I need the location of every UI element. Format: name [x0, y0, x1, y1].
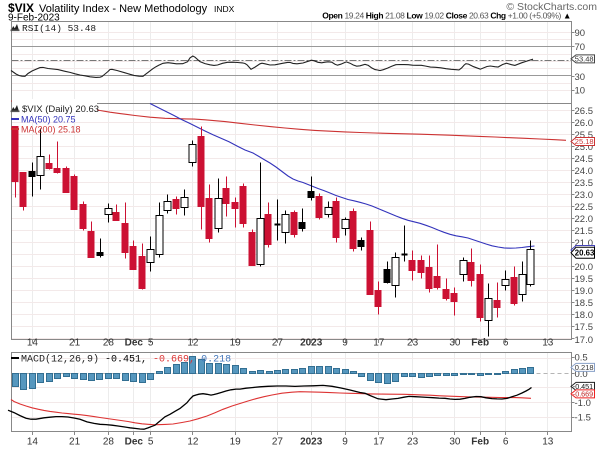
svg-text:26.0: 26.0	[575, 118, 594, 129]
svg-text:28: 28	[103, 437, 115, 448]
svg-text:23.0: 23.0	[575, 190, 594, 201]
svg-text:19.0: 19.0	[575, 286, 594, 297]
svg-text:-0.669: -0.669	[573, 390, 593, 399]
svg-text:$VIX: $VIX	[8, 1, 34, 15]
svg-text:22.5: 22.5	[575, 202, 594, 213]
svg-text:© StockCharts.com: © StockCharts.com	[506, 1, 597, 13]
svg-text:24.0: 24.0	[575, 166, 594, 177]
svg-text:28: 28	[103, 338, 115, 349]
svg-text:9-Feb-2023: 9-Feb-2023	[8, 13, 60, 24]
svg-text:19: 19	[230, 338, 242, 349]
svg-text:10: 10	[575, 86, 586, 97]
svg-text:30: 30	[575, 72, 586, 83]
svg-text:6: 6	[503, 437, 509, 448]
svg-text:90: 90	[575, 28, 586, 39]
svg-text:19.5: 19.5	[575, 274, 594, 285]
svg-text:Volatility Index - New Methodo: Volatility Index - New Methodology	[39, 3, 208, 15]
svg-text:$VIX (Daily) 20.63: $VIX (Daily) 20.63	[22, 104, 99, 115]
svg-text:0.5: 0.5	[575, 353, 588, 364]
svg-text:17: 17	[373, 437, 385, 448]
svg-text:25.0: 25.0	[575, 142, 594, 153]
svg-text:14: 14	[27, 338, 39, 349]
svg-text:23: 23	[407, 437, 419, 448]
svg-text:20.63: 20.63	[575, 249, 595, 258]
svg-text:18.5: 18.5	[575, 298, 594, 309]
svg-text:21: 21	[69, 338, 81, 349]
svg-text:Open 19.24 High 21.08 Low 19.0: Open 19.24 High 21.08 Low 19.02 Close 20…	[322, 11, 571, 21]
svg-text:27: 27	[272, 338, 284, 349]
svg-text:30: 30	[449, 437, 461, 448]
svg-text:Dec: Dec	[125, 338, 144, 349]
svg-text:5: 5	[148, 338, 154, 349]
svg-text:13: 13	[542, 338, 554, 349]
svg-text:Feb: Feb	[471, 437, 489, 448]
svg-text:25.18: 25.18	[575, 137, 594, 146]
svg-text:22.0: 22.0	[575, 214, 594, 225]
svg-text:25.5: 25.5	[575, 130, 594, 141]
svg-text:-1.0: -1.0	[575, 398, 591, 409]
svg-text:13: 13	[542, 437, 554, 448]
svg-text:Feb: Feb	[471, 338, 489, 349]
svg-text:5: 5	[148, 437, 154, 448]
svg-text:6: 6	[503, 338, 509, 349]
svg-text:9: 9	[342, 437, 348, 448]
svg-text:21.5: 21.5	[575, 226, 594, 237]
svg-text:INDX: INDX	[214, 4, 235, 14]
svg-text:17: 17	[373, 338, 385, 349]
svg-text:19: 19	[230, 437, 242, 448]
svg-text:-1.5: -1.5	[575, 412, 591, 423]
svg-text:14: 14	[27, 437, 39, 448]
svg-text:21.0: 21.0	[575, 238, 594, 249]
svg-text:20.0: 20.0	[575, 262, 594, 273]
svg-text:23.5: 23.5	[575, 178, 594, 189]
svg-text:2023: 2023	[300, 338, 323, 349]
svg-text:30: 30	[449, 338, 461, 349]
svg-text:12: 12	[187, 437, 199, 448]
svg-text:RSI(14) 53.48: RSI(14) 53.48	[22, 23, 96, 34]
svg-text:-0.451: -0.451	[573, 382, 593, 391]
svg-text:24.5: 24.5	[575, 154, 594, 165]
svg-text:70: 70	[575, 42, 586, 53]
svg-text:0.218: 0.218	[575, 363, 594, 372]
svg-text:17.5: 17.5	[575, 322, 594, 333]
svg-text:Dec: Dec	[125, 437, 144, 448]
svg-text:9: 9	[342, 338, 348, 349]
svg-text:21: 21	[69, 437, 81, 448]
svg-text:2023: 2023	[300, 437, 323, 448]
svg-text:23: 23	[407, 338, 419, 349]
svg-text:53.48: 53.48	[575, 55, 594, 64]
svg-text:26.5: 26.5	[575, 106, 594, 117]
svg-text:27: 27	[272, 437, 284, 448]
svg-text:0.0: 0.0	[575, 369, 588, 380]
svg-text:18.0: 18.0	[575, 310, 594, 321]
svg-text:MA(50) 20.75: MA(50) 20.75	[21, 115, 76, 125]
svg-text:17.0: 17.0	[575, 335, 594, 346]
svg-text:MA(200) 25.18: MA(200) 25.18	[21, 125, 81, 135]
svg-text:12: 12	[187, 338, 199, 349]
svg-text:MACD(12,26,9) -0.451, -0.669,: MACD(12,26,9) -0.451, -0.669, 0.218	[21, 354, 231, 366]
